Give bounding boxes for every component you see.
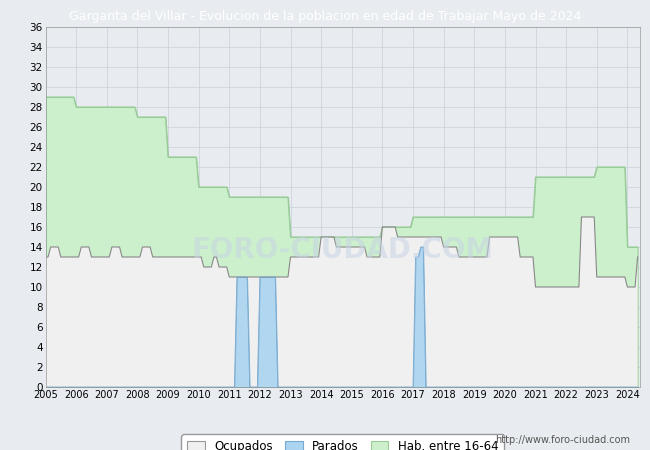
Text: http://www.foro-ciudad.com: http://www.foro-ciudad.com <box>495 435 630 445</box>
Legend: Ocupados, Parados, Hab. entre 16-64: Ocupados, Parados, Hab. entre 16-64 <box>181 434 504 450</box>
Text: FORO-CIUDAD.COM: FORO-CIUDAD.COM <box>192 236 494 264</box>
Text: Garganta del Villar - Evolucion de la poblacion en edad de Trabajar Mayo de 2024: Garganta del Villar - Evolucion de la po… <box>69 10 581 23</box>
